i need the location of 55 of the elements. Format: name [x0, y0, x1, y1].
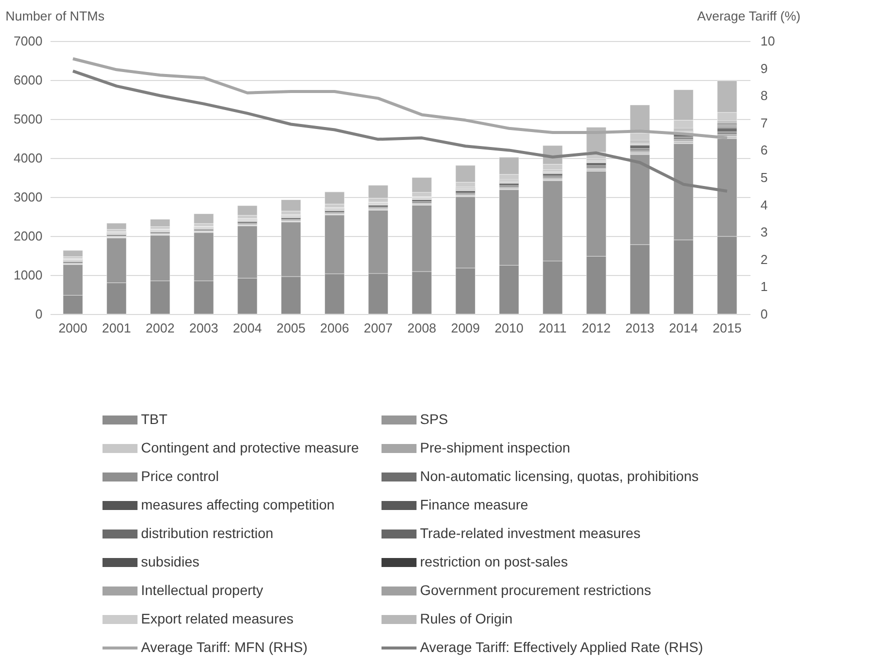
- legend-label: Non-automatic licensing, quotas, prohibitions: [420, 468, 699, 484]
- y-tick-label: 7000: [14, 34, 42, 48]
- x-tick-label: 2012: [582, 320, 611, 336]
- legend-label: TBT: [141, 411, 168, 427]
- y-axis-title: Number of NTMs: [6, 8, 105, 24]
- x-tick-label: 2013: [625, 320, 654, 336]
- y2-tick-label: 0: [760, 306, 768, 322]
- legend-label: Average Tariff: MFN (RHS): [141, 639, 308, 655]
- legend-label: Government procurement restrictions: [420, 582, 652, 598]
- x-tick-label: 2000: [58, 320, 88, 336]
- x-tick-label: 2004: [232, 320, 262, 336]
- y2-tick-label: 1: [760, 279, 768, 294]
- legend-label: subsidies: [141, 554, 200, 570]
- y2-tick-label: 3: [760, 224, 768, 240]
- legend-label: Finance measure: [420, 496, 528, 512]
- y2-tick-label: 10: [760, 34, 775, 48]
- y2-tick-label: 5: [760, 170, 768, 185]
- y-tick-label: 2000: [14, 228, 42, 244]
- legend-label: Price control: [141, 468, 219, 484]
- y2-tick-label: 8: [760, 88, 768, 104]
- legend-label: Intellectual property: [141, 582, 264, 598]
- x-tick-label: 2011: [538, 320, 567, 336]
- legend-label: Trade-related investment measures: [420, 525, 640, 541]
- legend-label: Contingent and protective measure: [141, 440, 360, 456]
- legend-label: Rules of Origin: [420, 610, 513, 626]
- legend-label: SPS: [420, 411, 448, 427]
- y2-axis-title: Average Tariff (%): [697, 8, 800, 24]
- legend-label: distribution restriction: [141, 525, 274, 541]
- legend-label: restriction on post-sales: [420, 554, 568, 570]
- x-tick-label: 2002: [146, 320, 175, 336]
- x-tick-label: 2014: [669, 320, 698, 336]
- x-tick-label: 2010: [494, 320, 524, 336]
- y2-tick-label: 2: [760, 252, 768, 267]
- y2-tick-label: 9: [760, 60, 768, 76]
- x-tick-label: 2001: [102, 320, 131, 336]
- y-tick-label: 3000: [14, 190, 42, 204]
- y-tick-label: 6000: [14, 72, 42, 88]
- legend-label: Average Tariff: Effectively Applied Rate (RHS): [420, 639, 703, 655]
- x-tick-label: 2015: [712, 320, 742, 336]
- x-tick-label: 2005: [276, 320, 306, 336]
- y-tick-label: 5000: [14, 112, 42, 126]
- y-tick-label: 4000: [14, 150, 42, 166]
- y2-tick-label: 4: [760, 197, 768, 212]
- y-tick-label: 1000: [14, 268, 42, 282]
- y2-tick-label: 6: [760, 142, 768, 158]
- y2-tick-label: 7: [760, 115, 768, 130]
- legend-label: measures affecting competition: [141, 496, 335, 512]
- x-tick-label: 2007: [364, 320, 393, 336]
- x-tick-label: 2008: [407, 320, 436, 336]
- legend-label: Export related measures: [141, 610, 294, 626]
- legend-label: Pre-shipment inspection: [420, 440, 570, 456]
- x-tick-label: 2006: [320, 320, 350, 336]
- x-tick-label: 2003: [189, 320, 218, 336]
- x-tick-label: 2009: [450, 320, 480, 336]
- y-tick-label: 0: [35, 306, 42, 322]
